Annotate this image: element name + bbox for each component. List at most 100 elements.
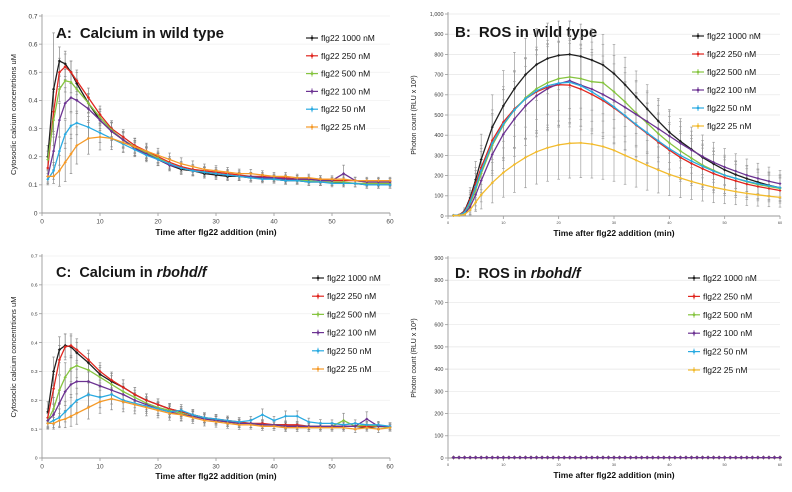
data-point [330,426,334,430]
data-point [318,180,322,184]
data-point [63,375,67,379]
y-axis-label: Cytosoclic calcium concentrtions uM [9,297,18,418]
data-point [568,52,572,56]
data-point [260,424,264,428]
legend-marker [316,312,320,317]
legend-item-flg22-1000-nm: flg22 1000 nM [692,31,761,41]
data-point [98,112,102,117]
y-tick-label: 0 [34,210,38,217]
data-point [634,455,639,460]
data-point [717,455,722,460]
data-point [667,147,671,151]
data-point [57,59,61,63]
data-point [144,398,148,402]
data-point [589,455,594,460]
data-point [63,101,67,105]
data-point [52,110,56,114]
y-tick-label: 900 [434,32,443,38]
data-point [318,426,322,430]
data-point [590,80,594,84]
data-point [365,179,369,183]
data-point [723,188,727,192]
data-point [678,176,682,180]
x-tick-label: 40 [270,219,278,226]
legend-marker [310,36,314,40]
x-axis-label: Time after flg22 addition (min) [553,228,674,238]
panel-calcium-rbohdf: 0 0.1 0.2 0.3 0.4 0.5 0.6 0.7 0 10 20 30 40 50 60 Cytos… [0,246,396,492]
data-point [342,172,346,176]
data-point [63,160,67,164]
data-point [656,139,660,143]
y-tick-label: 200 [434,174,443,180]
data-point [318,421,322,425]
data-point [463,212,467,216]
data-point [628,455,633,460]
x-tick-label: 20 [154,219,162,226]
data-point [98,400,102,404]
series-markers-flg22-25-nm [452,141,782,218]
data-point [490,141,494,145]
data-point [546,87,550,91]
data-point [590,142,594,146]
data-point [468,205,472,209]
legend: flg22 1000 nM flg22 250 nM flg22 500 nM flg… [692,31,761,131]
chart-calcium-rbohdf: 0 0.1 0.2 0.3 0.4 0.5 0.6 0.7 0 10 20 30 40 50 60 Cytos… [9,254,394,481]
data-point [474,193,478,197]
data-point [578,455,583,460]
data-point [214,169,218,173]
data-point [734,190,738,194]
data-point [706,455,710,460]
data-point [723,165,727,169]
data-point [121,141,125,145]
data-point [144,149,148,153]
legend-marker [692,312,696,317]
data-point [545,455,550,460]
data-point [573,455,578,460]
data-point [75,121,79,125]
y-tick-label: 0.7 [31,254,38,260]
data-point [156,157,160,162]
legend-label: flg22 100 nM [707,85,756,95]
data-point [202,418,206,423]
data-point [463,210,467,214]
legend-item-flg22-50-nm: flg22 50 nM [692,103,751,113]
data-point [689,179,693,183]
legend-item-flg22-50-nm: flg22 50 nM [688,347,747,357]
data-point [634,112,638,116]
data-point [86,96,90,100]
data-point [468,208,472,212]
legend-item-flg22-100-nm: flg22 100 nM [692,85,756,95]
data-point [468,200,472,204]
data-point [52,413,56,417]
legend-marker [696,70,700,74]
data-point [110,388,114,392]
data-point [98,115,102,119]
data-point [46,418,50,423]
legend-label: flg22 250 nM [327,291,376,301]
data-point [739,455,744,460]
data-point [756,193,760,197]
legend-marker [692,294,696,299]
data-point [237,174,241,179]
data-point [57,418,61,423]
x-tick-label: 10 [501,221,505,225]
data-point [98,375,102,379]
data-point [535,94,539,98]
data-point [121,385,125,389]
data-point [661,455,666,460]
x-tick-label: 0 [447,463,449,467]
data-point [722,455,727,460]
x-tick-label: 40 [667,221,671,225]
x-tick-label: 60 [778,221,782,225]
data-point [557,53,561,57]
legend-marker [310,125,314,129]
legend-marker [692,331,696,336]
data-point [667,455,672,460]
data-point [623,153,627,157]
legend-label: flg22 100 nM [327,328,376,338]
data-point [501,455,506,460]
data-point [767,455,771,460]
legend-marker [310,53,314,58]
data-point [295,179,299,183]
data-point [767,194,771,198]
